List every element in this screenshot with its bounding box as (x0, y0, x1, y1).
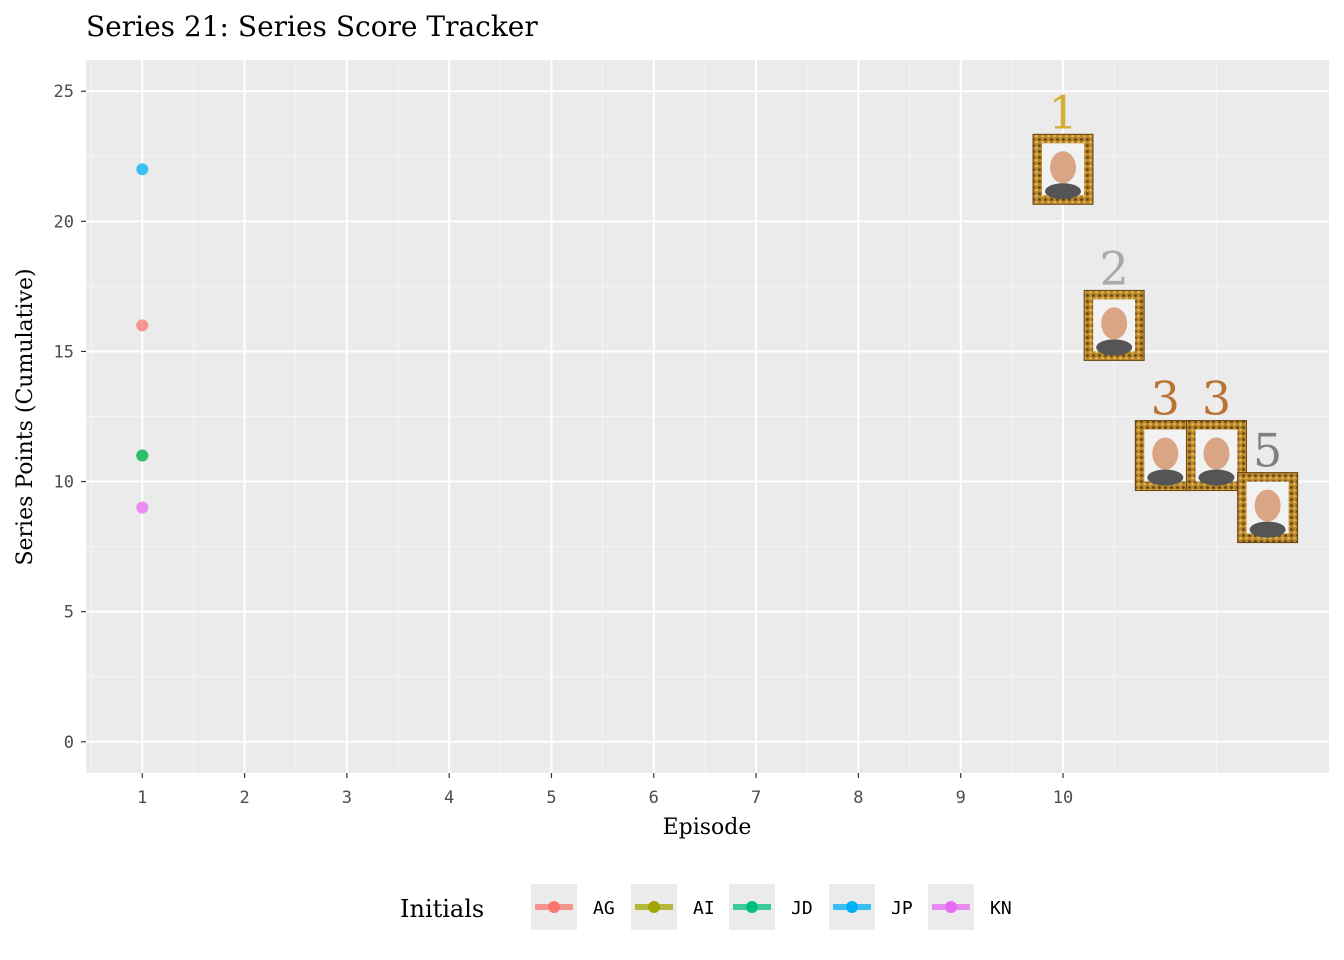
y-axis-title: Series Points (Cumulative) (13, 268, 38, 565)
legend-item-ai: AI (631, 884, 715, 930)
rank-portraits: 123 35 (1032, 85, 1299, 544)
x-tick-label: 8 (853, 788, 863, 808)
shoulders-icon (1096, 339, 1133, 356)
x-tick-label: 5 (546, 788, 556, 808)
x-tick-label: 4 (444, 788, 454, 808)
shoulders-icon (1198, 469, 1235, 486)
data-point-jp (136, 163, 149, 176)
data-point-ag (136, 319, 149, 332)
legend-dot (846, 901, 858, 913)
grid-lines (86, 60, 1329, 773)
contestant-portrait-1 (1032, 133, 1094, 205)
legend-label: AG (593, 898, 615, 919)
contestant-portrait-3b (1185, 420, 1247, 492)
legend: Initials AG AI JD JP KN (400, 884, 1012, 930)
rank-label: 1 (1048, 85, 1077, 139)
x-tick-label: 3 (342, 788, 352, 808)
data-point-kn (136, 501, 149, 514)
data-point-jd (136, 449, 149, 462)
legend-label: JP (891, 898, 913, 919)
legend-label: JD (791, 898, 813, 919)
x-tick-label: 9 (956, 788, 966, 808)
face-icon (1050, 151, 1077, 184)
legend-dot (945, 901, 957, 913)
x-tick-label: 2 (239, 788, 249, 808)
y-tick-label: 15 (54, 342, 74, 362)
chart-title: Series 21: Series Score Tracker (86, 10, 538, 43)
y-tick-label: 20 (54, 212, 74, 232)
y-tick-label: 25 (54, 82, 74, 102)
shoulders-icon (1147, 469, 1184, 486)
legend-item-ag: AG (531, 884, 615, 930)
face-icon (1254, 489, 1281, 522)
legend-dot (746, 901, 758, 913)
contestant-portrait-5 (1237, 472, 1299, 544)
legend-label: AI (693, 898, 715, 919)
x-tick-label: 7 (751, 788, 761, 808)
legend-dot (548, 901, 560, 913)
rank-label: 3 (1202, 372, 1231, 426)
shoulders-icon (1249, 521, 1286, 538)
contestant-portrait-2 (1083, 289, 1145, 361)
shoulders-icon (1045, 183, 1082, 200)
legend-items: AG AI JD JP KN (531, 884, 1012, 930)
y-tick-label: 0 (64, 733, 74, 753)
x-tick-label: 6 (649, 788, 659, 808)
rank-label: 3 (1151, 372, 1180, 426)
rank-label: 5 (1253, 424, 1282, 478)
y-tick-label: 10 (54, 473, 74, 493)
y-tick-label: 5 (64, 603, 74, 623)
axis-ticks: 0 5 10 15 20 25 1 2 3 4 5 6 7 8 9 10 (54, 82, 1074, 808)
x-tick-label: 10 (1053, 788, 1073, 808)
legend-dot (648, 901, 660, 913)
face-icon (1152, 437, 1179, 470)
legend-label: KN (990, 898, 1012, 919)
data-points (136, 163, 149, 514)
legend-item-kn: KN (928, 884, 1012, 930)
legend-title: Initials (400, 895, 484, 923)
legend-item-jd: JD (729, 884, 813, 930)
x-tick-label: 1 (137, 788, 147, 808)
face-icon (1203, 437, 1230, 470)
x-axis-title: Episode (663, 815, 752, 840)
legend-item-jp: JP (829, 884, 913, 930)
rank-label: 2 (1100, 241, 1129, 295)
face-icon (1101, 307, 1128, 340)
